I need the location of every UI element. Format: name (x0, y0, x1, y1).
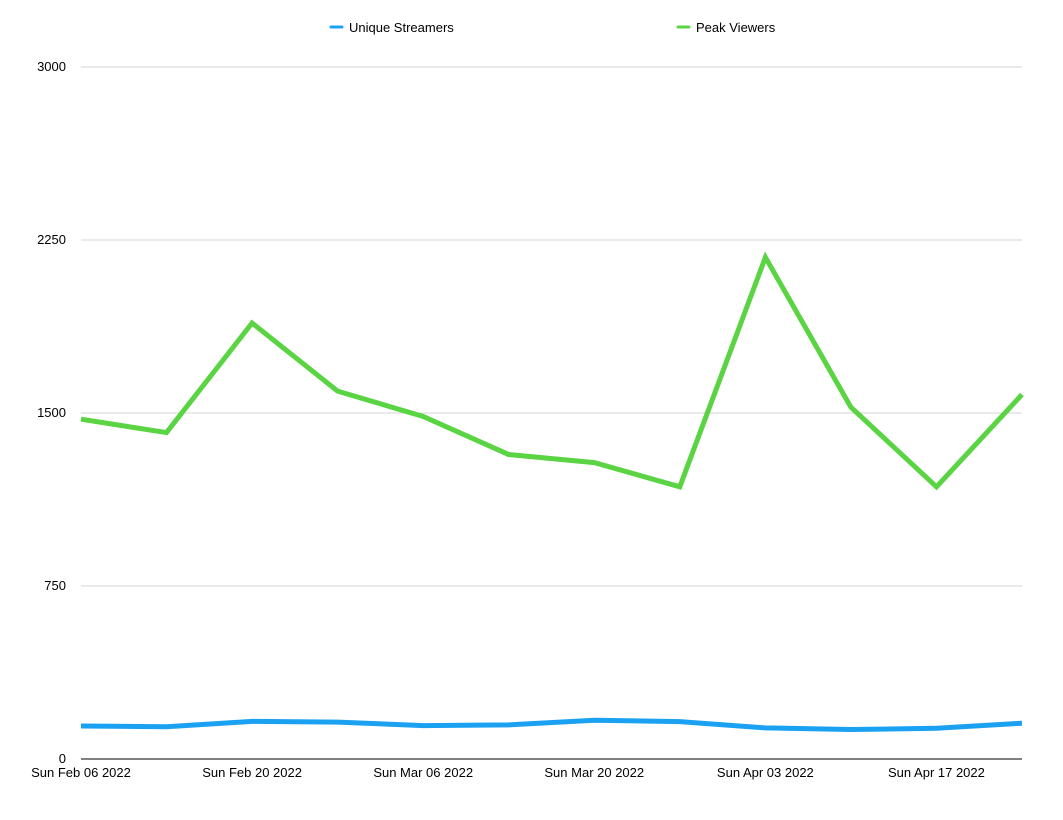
y-tick-label: 3000 (37, 59, 66, 74)
x-tick-label: Sun Mar 06 2022 (373, 765, 473, 780)
legend-item: Peak Viewers (676, 20, 776, 35)
series-line-peak-viewers (80, 251, 1024, 491)
x-tick-label: Sun Apr 03 2022 (717, 765, 814, 780)
y-axis-ticks: 0 750 1500 2250 3000 (37, 59, 66, 766)
y-tick-label: 1500 (37, 405, 66, 420)
legend: Unique Streamers Peak Viewers (329, 20, 776, 35)
x-tick-label: Sun Feb 06 2022 (31, 765, 131, 780)
series-lines (80, 251, 1024, 733)
legend-label: Peak Viewers (696, 20, 776, 35)
y-tick-label: 750 (44, 578, 66, 593)
series-line-unique-streamers (80, 717, 1023, 733)
x-axis-ticks: Sun Feb 06 2022 Sun Feb 20 2022 Sun Mar 06… (31, 765, 985, 780)
gridlines (81, 66, 1022, 587)
legend-label: Unique Streamers (349, 20, 454, 35)
y-tick-label: 0 (59, 751, 66, 766)
x-tick-label: Sun Apr 17 2022 (888, 765, 985, 780)
y-tick-label: 2250 (37, 232, 66, 247)
legend-item: Unique Streamers (329, 20, 454, 35)
x-tick-label: Sun Feb 20 2022 (202, 765, 302, 780)
x-tick-label: Sun Mar 20 2022 (544, 765, 644, 780)
